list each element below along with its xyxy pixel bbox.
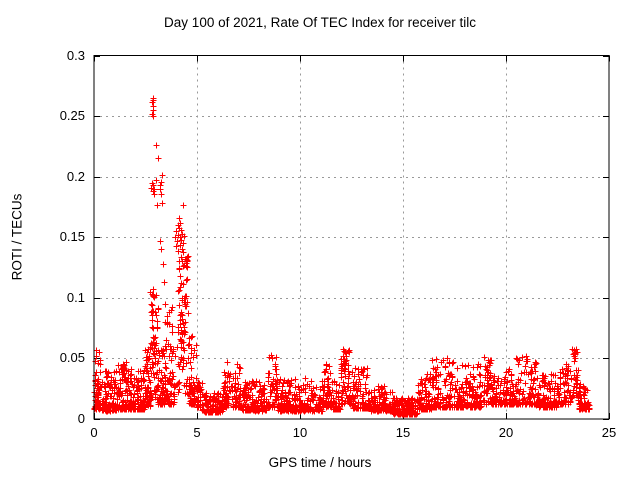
y-tick-label: 0.05 [59, 350, 85, 366]
x-tick-label: 10 [292, 425, 308, 440]
y-tick-label: 0.1 [66, 289, 85, 305]
x-tick-label: 20 [498, 425, 514, 440]
y-tick-label: 0.2 [66, 168, 85, 184]
x-tick-label: 0 [90, 425, 98, 440]
chart-title: Day 100 of 2021, Rate Of TEC Index for r… [164, 15, 476, 30]
plot-border [93, 55, 610, 420]
x-axis-label: GPS time / hours [268, 455, 372, 470]
data-points [91, 95, 593, 418]
x-tick-label: 5 [193, 425, 201, 440]
x-tick-label: 15 [395, 425, 411, 440]
y-tick-label: 0 [77, 411, 85, 426]
y-tick-label: 0.15 [59, 229, 85, 245]
y-tick-label: 0.25 [59, 108, 85, 124]
y-tick-label: 0.3 [66, 47, 85, 63]
x-tick-label: 25 [601, 425, 617, 440]
gridlines [94, 55, 609, 419]
